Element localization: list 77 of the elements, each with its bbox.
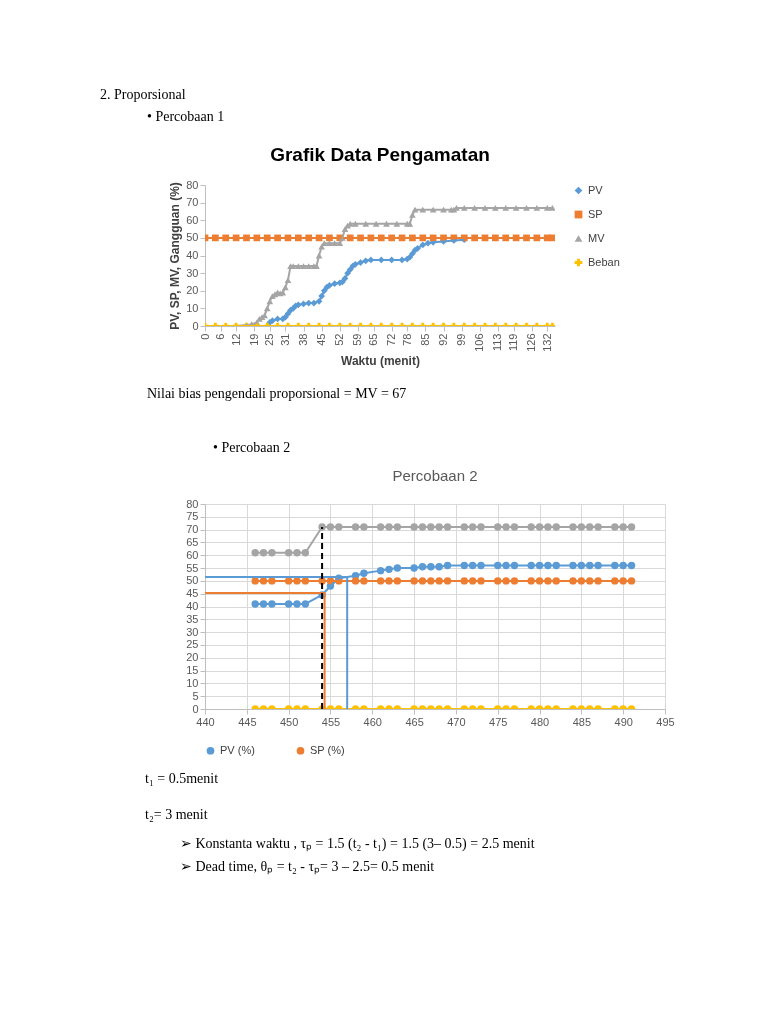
text: ➢ Dead time, θₚ = t₂ - τₚ= 3 – 2.5= 0.5 menit <box>180 859 435 875</box>
x-tick-label: 455 <box>321 715 341 728</box>
x-tick-label: 72 <box>385 333 398 346</box>
x-tick-label: 460 <box>363 715 382 728</box>
y-tick-label: 75 <box>186 510 199 523</box>
x-tick-label: 12 <box>229 333 242 346</box>
x-tick-label: 38 <box>297 333 310 346</box>
x-tick-label: 92 <box>437 333 450 346</box>
y-tick-label: 10 <box>186 676 199 689</box>
x-tick-label: 19 <box>247 333 260 346</box>
legend-label: Beban <box>588 255 620 268</box>
x-tick-label: 113 <box>491 333 504 352</box>
x-tick-label: 126 <box>525 333 538 352</box>
x-tick-label: 78 <box>400 333 413 346</box>
x-tick-label: 440 <box>196 715 215 728</box>
y-tick-label: 65 <box>186 535 199 548</box>
y-tick-label: 60 <box>186 213 199 226</box>
text: Nilai bias pengendali proporsional = MV = 67 <box>147 386 407 401</box>
x-tick-label: 45 <box>315 333 328 346</box>
x-tick-label: 106 <box>473 333 486 352</box>
x-tick-label: 470 <box>447 715 466 728</box>
y-tick-label: 40 <box>186 600 199 612</box>
x-tick-label: 495 <box>656 715 675 728</box>
text: • Percobaan 2 <box>213 440 291 455</box>
x-tick-label: 445 <box>238 715 257 728</box>
x-tick-label: 132 <box>540 333 553 352</box>
y-tick-label: 0 <box>192 319 199 332</box>
y-tick-label: 50 <box>186 231 199 244</box>
y-tick-label: 20 <box>186 651 199 664</box>
x-tick-label: 85 <box>418 333 431 346</box>
x-tick-label: 0 <box>198 333 211 340</box>
y-tick-label: 30 <box>186 266 199 279</box>
x-tick-label: 25 <box>263 333 276 346</box>
x-tick-label: 31 <box>278 333 291 346</box>
y-tick-label: 60 <box>186 548 199 561</box>
y-tick-label: 55 <box>186 561 199 574</box>
x-tick-label: 6 <box>214 333 227 340</box>
legend-label: SP (%) <box>310 743 345 756</box>
y-tick-label: 40 <box>186 249 199 261</box>
x-tick-label: 485 <box>572 715 592 728</box>
text: ➢ Konstanta waktu , τₚ = 1.5 (t₂ - t₁) = 1.5 (3– 0.5) = 2.5 menit <box>180 836 535 852</box>
x-tick-label: 99 <box>455 333 468 346</box>
x-tick-label: 450 <box>279 715 299 728</box>
legend-label: PV (%) <box>220 743 255 756</box>
x-tick-label: 480 <box>530 715 550 728</box>
y-tick-label: 25 <box>186 638 199 651</box>
x-tick-label: 65 <box>367 333 380 346</box>
x-tick-label: 119 <box>507 333 520 352</box>
y-tick-label: 0 <box>192 702 199 715</box>
y-axis-title: PV, SP, MV, Gangguan (%) <box>168 182 183 330</box>
x-tick-label: 475 <box>489 715 508 728</box>
y-tick-label: 70 <box>186 196 199 209</box>
x-axis-title: Waktu (menit) <box>341 353 420 368</box>
y-tick-label: 45 <box>186 587 199 600</box>
y-tick-label: 70 <box>186 523 199 536</box>
y-tick-label: 50 <box>186 574 199 587</box>
text: t₂= 3 menit <box>145 807 208 822</box>
legend-label: SP <box>588 207 603 220</box>
chart-title: Percobaan 2 <box>392 467 478 484</box>
x-tick-label: 490 <box>614 715 633 728</box>
legend-label: MV <box>588 231 606 244</box>
text: • Percobaan 1 <box>147 109 225 124</box>
text: 2. Proporsional <box>100 87 186 102</box>
y-tick-label: 80 <box>186 497 199 510</box>
legend-label: PV <box>588 183 604 196</box>
text: t₁ = 0.5menit <box>145 771 219 786</box>
x-tick-label: 465 <box>405 715 424 728</box>
y-tick-label: 80 <box>186 178 199 191</box>
y-tick-label: 15 <box>186 664 199 677</box>
chart-title: Grafik Data Pengamatan <box>270 144 490 165</box>
x-tick-label: 52 <box>333 333 346 346</box>
y-tick-label: 20 <box>186 284 199 297</box>
y-tick-label: 10 <box>186 301 199 314</box>
y-tick-label: 35 <box>186 612 199 625</box>
y-tick-label: 30 <box>186 625 199 638</box>
x-tick-label: 59 <box>351 333 364 346</box>
y-tick-label: 5 <box>192 689 199 702</box>
